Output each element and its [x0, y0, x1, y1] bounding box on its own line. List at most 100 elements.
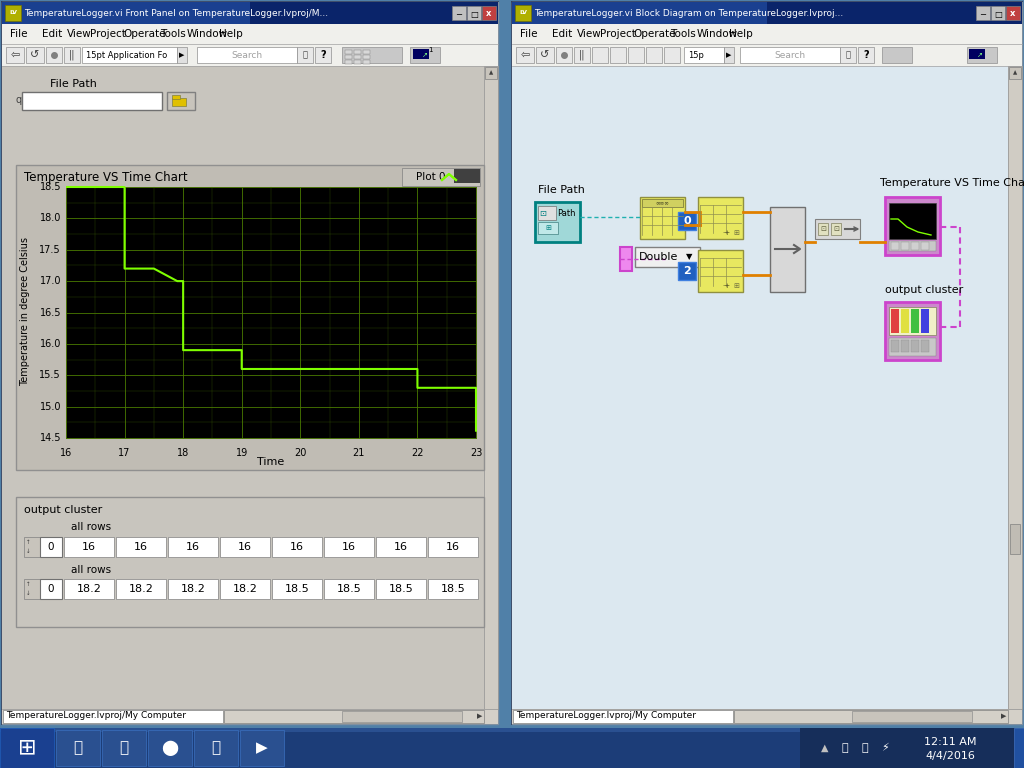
Bar: [26, 47, 44, 63]
Text: ▶: ▶: [256, 740, 268, 756]
Bar: [2, 2, 250, 24]
Text: ∞∞∞: ∞∞∞: [655, 200, 669, 206]
Text: ?: ?: [321, 50, 326, 60]
Text: 16: 16: [134, 542, 148, 552]
Bar: [516, 47, 534, 63]
Bar: [2, 24, 498, 44]
Bar: [512, 2, 1022, 724]
Bar: [921, 309, 929, 333]
Text: Edit: Edit: [552, 29, 572, 39]
Bar: [512, 44, 1022, 66]
Bar: [512, 66, 1008, 709]
Bar: [102, 730, 146, 766]
Bar: [16, 165, 484, 470]
Bar: [513, 710, 733, 723]
Bar: [2, 44, 498, 66]
Bar: [0, 728, 1024, 732]
Bar: [891, 242, 899, 250]
Bar: [324, 537, 374, 557]
Text: ·+: ·+: [722, 283, 730, 289]
Text: all rows: all rows: [71, 565, 112, 575]
Bar: [40, 579, 62, 599]
Text: 0: 0: [683, 216, 691, 226]
Text: ↑: ↑: [26, 541, 31, 545]
Text: 🔊: 🔊: [842, 743, 848, 753]
Text: 12:11 AM: 12:11 AM: [924, 737, 976, 747]
Bar: [345, 55, 352, 59]
Text: ⇦: ⇦: [520, 50, 529, 60]
Text: 19: 19: [236, 448, 248, 458]
Text: 🔷: 🔷: [211, 740, 220, 756]
Bar: [969, 49, 985, 59]
Bar: [1014, 728, 1024, 768]
Text: q: q: [16, 95, 23, 105]
Text: 📁: 📁: [74, 740, 83, 756]
Bar: [646, 47, 662, 63]
Text: Tools: Tools: [670, 29, 695, 39]
Text: 16: 16: [59, 448, 72, 458]
Bar: [168, 537, 218, 557]
Text: 15pt Application Fo: 15pt Application Fo: [86, 51, 167, 59]
Text: x: x: [486, 9, 492, 18]
Bar: [272, 537, 322, 557]
Text: 18.5: 18.5: [337, 584, 361, 594]
Bar: [852, 711, 972, 722]
Text: ↓: ↓: [26, 548, 31, 554]
Bar: [482, 6, 496, 20]
Text: 16: 16: [238, 542, 252, 552]
Text: ⇦: ⇦: [10, 50, 19, 60]
Text: output cluster: output cluster: [24, 505, 102, 515]
Text: ⊞: ⊞: [17, 738, 36, 758]
Text: ▶: ▶: [477, 713, 482, 719]
Text: Help: Help: [729, 29, 753, 39]
Bar: [172, 98, 186, 106]
Text: File: File: [10, 29, 28, 39]
Bar: [610, 47, 626, 63]
Bar: [885, 302, 940, 360]
Text: ▼: ▼: [686, 253, 692, 261]
Text: 16.5: 16.5: [40, 307, 61, 317]
Text: x: x: [1011, 9, 1016, 18]
Text: 22: 22: [412, 448, 424, 458]
Text: LV: LV: [9, 11, 17, 15]
Bar: [402, 168, 480, 186]
Text: 16: 16: [446, 542, 460, 552]
Text: ⊞: ⊞: [733, 283, 739, 289]
Bar: [484, 66, 498, 709]
Bar: [734, 710, 1008, 723]
Bar: [6, 47, 24, 63]
Bar: [620, 247, 632, 271]
Bar: [698, 197, 743, 239]
Bar: [167, 92, 195, 110]
Text: 17.5: 17.5: [39, 245, 61, 255]
Text: Help: Help: [219, 29, 243, 39]
Bar: [2, 709, 498, 724]
Text: 23: 23: [470, 448, 482, 458]
Text: 15.0: 15.0: [40, 402, 61, 412]
Bar: [1008, 66, 1022, 709]
Bar: [911, 242, 919, 250]
Bar: [66, 187, 476, 438]
Text: Path: Path: [557, 208, 575, 217]
Text: □: □: [470, 9, 478, 18]
Text: ▶: ▶: [179, 52, 184, 58]
Bar: [538, 206, 556, 220]
Bar: [3, 710, 223, 723]
Text: 20: 20: [294, 448, 306, 458]
Bar: [740, 47, 840, 63]
Text: ⬤: ⬤: [162, 740, 178, 756]
Bar: [678, 262, 696, 280]
Text: Operate: Operate: [123, 29, 166, 39]
Text: Window: Window: [187, 29, 228, 39]
Text: Temperature VS Time Chart: Temperature VS Time Chart: [24, 171, 187, 184]
Bar: [889, 241, 936, 251]
Bar: [831, 223, 841, 235]
Bar: [240, 730, 284, 766]
Text: ↗: ↗: [422, 52, 428, 58]
Text: 16: 16: [342, 542, 356, 552]
Bar: [2, 2, 498, 724]
Bar: [1010, 524, 1020, 554]
Text: 18.5: 18.5: [440, 584, 465, 594]
Bar: [428, 579, 478, 599]
Bar: [574, 47, 590, 63]
